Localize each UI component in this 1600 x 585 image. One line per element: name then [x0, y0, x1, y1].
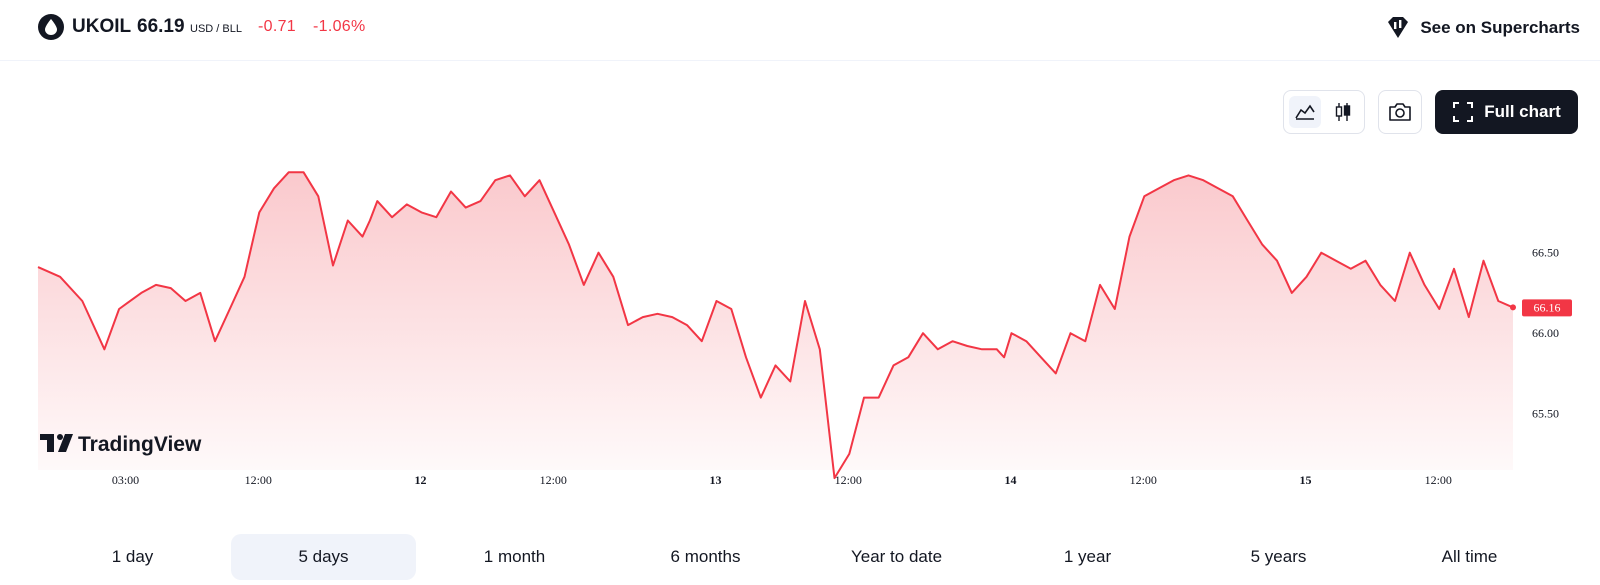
supercharts-label: See on Supercharts	[1420, 18, 1580, 37]
x-tick-label: 12:00	[540, 473, 567, 487]
y-tick-label: 66.00	[1532, 326, 1559, 340]
price-chart[interactable]: 66.50 66.00 65.50 03:00 12:00 12 12:00 13 12:00…	[0, 140, 1600, 500]
chart-style-toggle	[1283, 90, 1365, 134]
x-tick-label: 13	[710, 473, 722, 487]
tab-1-year[interactable]: 1 year	[1063, 547, 1112, 566]
full-chart-button[interactable]: Full chart	[1435, 90, 1578, 134]
x-tick-label: 15	[1300, 473, 1312, 487]
tab-all-time[interactable]: All time	[1441, 547, 1498, 566]
x-tick-label: 12:00	[245, 473, 272, 487]
tab-5-years[interactable]: 5 years	[1250, 547, 1307, 566]
last-price-label: 66.16	[1510, 299, 1572, 317]
supercharts-icon	[1388, 17, 1409, 38]
price-unit: USD / BLL	[190, 23, 242, 35]
x-tick-label: 12:00	[835, 473, 862, 487]
tradingview-wordmark: TradingView	[78, 433, 202, 456]
tab-1-day[interactable]: 1 day	[111, 547, 154, 566]
last-price-value: 66.16	[1534, 300, 1561, 314]
symbol-header: UKOIL 66.19 USD / BLL -0.71 -1.06% See o…	[0, 0, 1600, 61]
price-change: -0.71	[258, 18, 296, 35]
full-chart-label: Full chart	[1484, 102, 1561, 121]
oil-drop-icon	[38, 14, 64, 40]
tab-5-days[interactable]: 5 days	[231, 534, 416, 580]
tab-6-months[interactable]: 6 months	[670, 547, 741, 566]
y-axis: 66.50 66.00 65.50	[1532, 246, 1559, 421]
tab-year-to-date[interactable]: Year to date	[850, 547, 943, 566]
last-price: 66.19	[137, 16, 185, 37]
x-tick-label: 14	[1005, 473, 1017, 487]
price-line	[37, 171, 1514, 480]
candlestick-icon	[1335, 103, 1351, 121]
tradingview-logo-icon	[40, 434, 73, 452]
candlestick-chart-button[interactable]	[1327, 96, 1359, 128]
x-tick-label: 12	[415, 473, 427, 487]
camera-icon	[1389, 103, 1411, 121]
snapshot-button[interactable]	[1378, 90, 1422, 134]
tradingview-watermark: TradingView	[40, 433, 202, 456]
x-tick-label: 03:00	[112, 473, 139, 487]
symbol-name[interactable]: UKOIL	[72, 16, 132, 37]
y-tick-label: 65.50	[1532, 407, 1559, 421]
x-axis: 03:00 12:00 12 12:00 13 12:00 14 12:00 15 12:00	[112, 473, 1452, 487]
x-tick-label: 12:00	[1425, 473, 1452, 487]
expand-icon	[1453, 102, 1474, 122]
area-chart-icon	[1295, 104, 1315, 120]
range-tabs: 1 day 5 days 1 month 6 months Year to da…	[40, 534, 1576, 580]
last-point-marker	[1510, 304, 1516, 311]
x-tick-label: 12:00	[1130, 473, 1157, 487]
last-price-badge	[1522, 299, 1572, 317]
price-change-percent: -1.06%	[313, 18, 366, 35]
y-tick-label: 66.50	[1532, 246, 1559, 260]
price-area-fill	[38, 172, 1513, 479]
tab-1-month[interactable]: 1 month	[483, 547, 546, 566]
see-on-supercharts-link[interactable]: See on Supercharts	[1384, 14, 1580, 42]
area-chart-button[interactable]	[1289, 96, 1321, 128]
